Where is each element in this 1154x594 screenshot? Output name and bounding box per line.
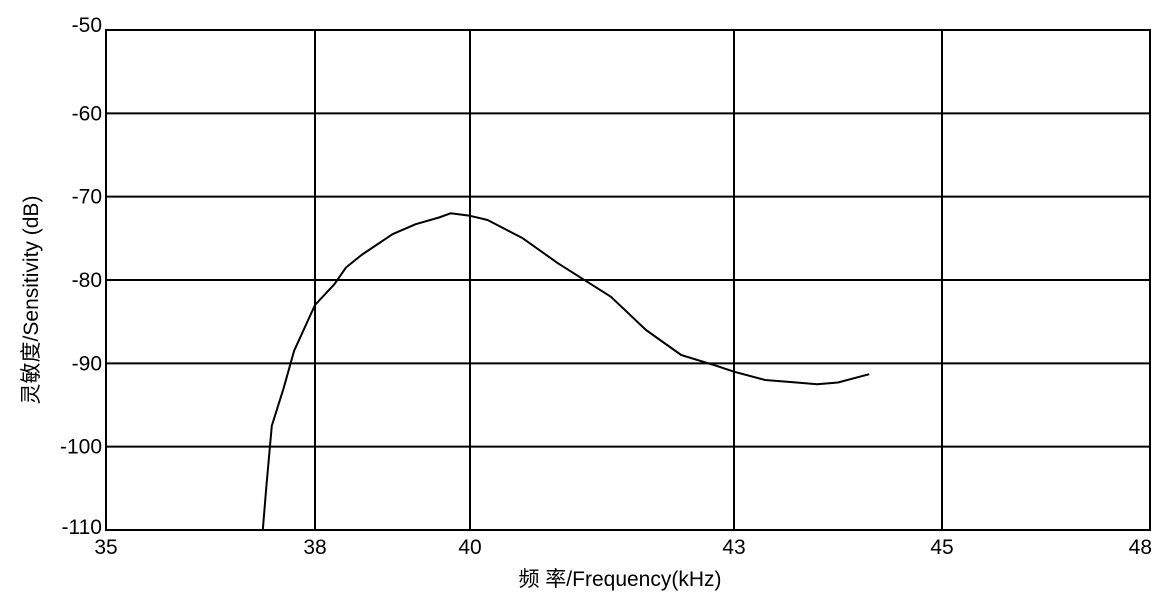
x-tick-labels: 35 38 40 43 45 48 <box>94 536 1152 559</box>
y-tick-label: -110 <box>62 516 102 539</box>
y-tick-label: -80 <box>72 269 102 292</box>
y-tick-label: -60 <box>72 102 102 125</box>
y-tick-label: -90 <box>72 352 102 375</box>
sensitivity-series-line <box>261 212 870 531</box>
x-axis-title: 频 率/Frequency(kHz) <box>518 568 721 591</box>
series-group <box>261 212 870 531</box>
x-tick-label: 38 <box>303 536 326 559</box>
x-tick-label: 43 <box>722 536 745 559</box>
x-tick-label: 35 <box>94 536 117 559</box>
x-tick-label: 48 <box>1129 536 1152 559</box>
y-tick-labels: -50 -60 -70 -80 -90 -100 -110 <box>60 14 102 539</box>
x-tick-label: 45 <box>930 536 953 559</box>
y-tick-label: -70 <box>72 186 102 209</box>
y-tick-label: -100 <box>60 436 102 459</box>
y-axis-title: 灵敏度/Sensitivity (dB) <box>20 196 43 405</box>
y-tick-label: -50 <box>72 14 102 37</box>
grid-lines <box>105 29 1151 531</box>
x-tick-label: 40 <box>458 536 481 559</box>
plot-frame <box>105 29 1151 531</box>
